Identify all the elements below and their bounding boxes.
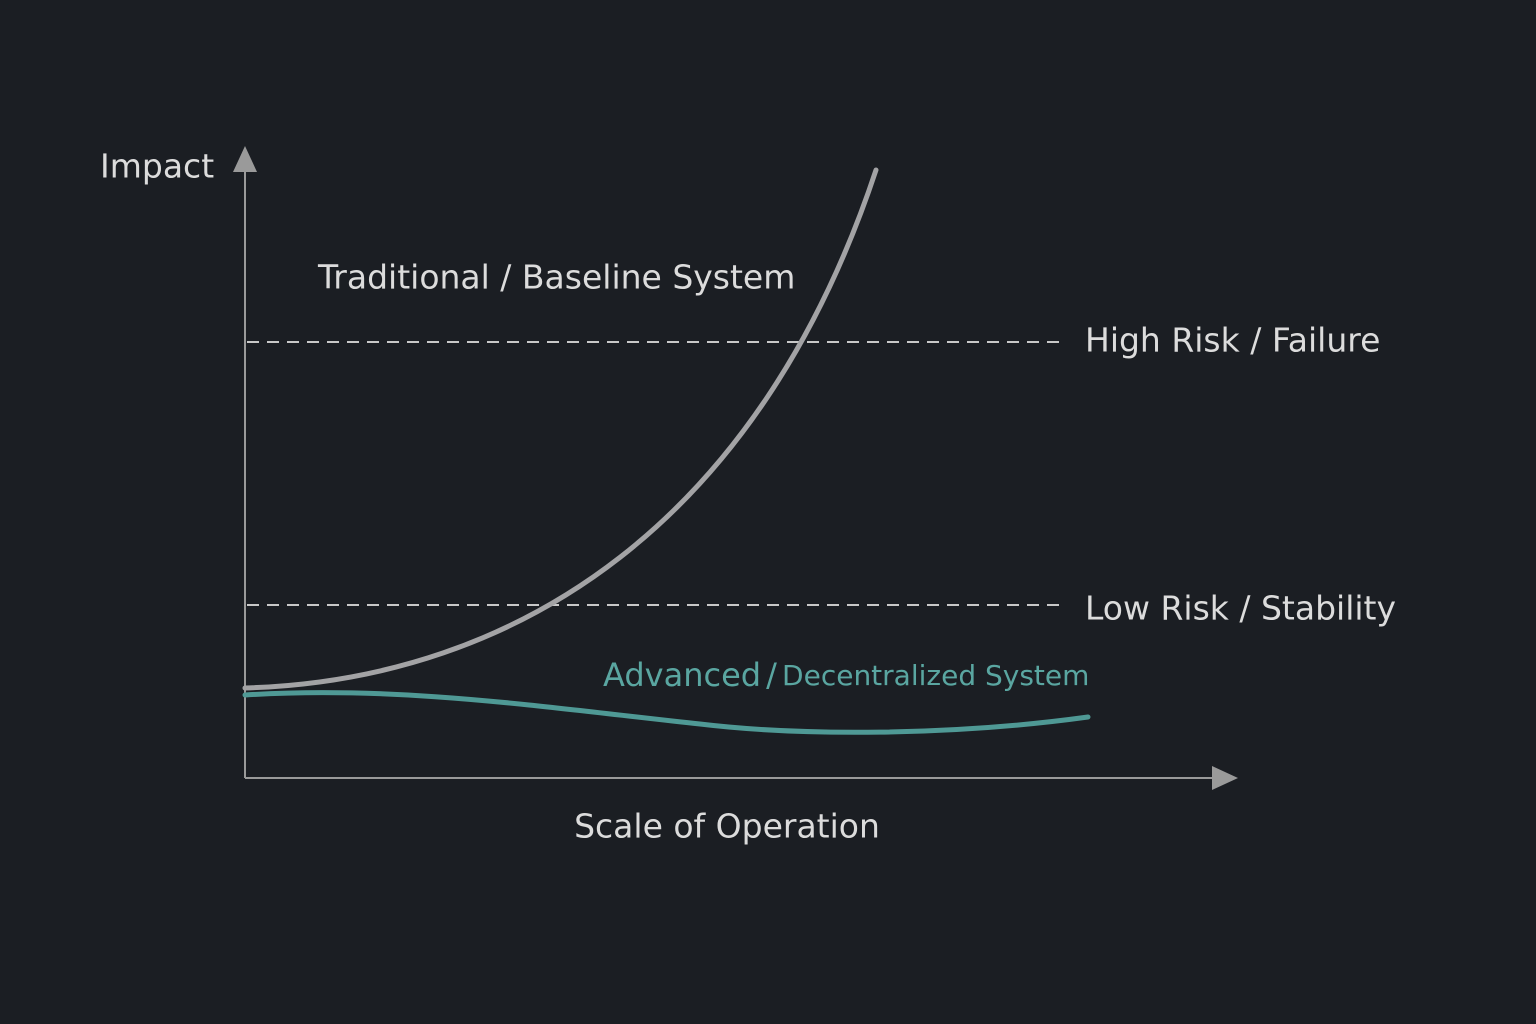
x-axis-label: Scale of Operation bbox=[574, 807, 880, 846]
high-risk-label: High Risk / Failure bbox=[1085, 321, 1380, 360]
low-risk-label: Low Risk / Stability bbox=[1085, 589, 1396, 628]
advanced-label: Advanced / Decentralized System bbox=[603, 656, 1089, 694]
baseline-label: Traditional / Baseline System bbox=[317, 258, 795, 297]
advanced-label-part: Decentralized System bbox=[782, 659, 1089, 692]
baseline-curve bbox=[242, 167, 879, 691]
y-axis-arrow bbox=[233, 146, 257, 172]
x-axis-arrow bbox=[1212, 766, 1238, 790]
advanced-label-part: / bbox=[766, 656, 777, 694]
y-axis-label: Impact bbox=[100, 147, 214, 186]
advanced-label-part: Advanced bbox=[603, 656, 761, 694]
advanced-curve bbox=[242, 690, 1091, 735]
